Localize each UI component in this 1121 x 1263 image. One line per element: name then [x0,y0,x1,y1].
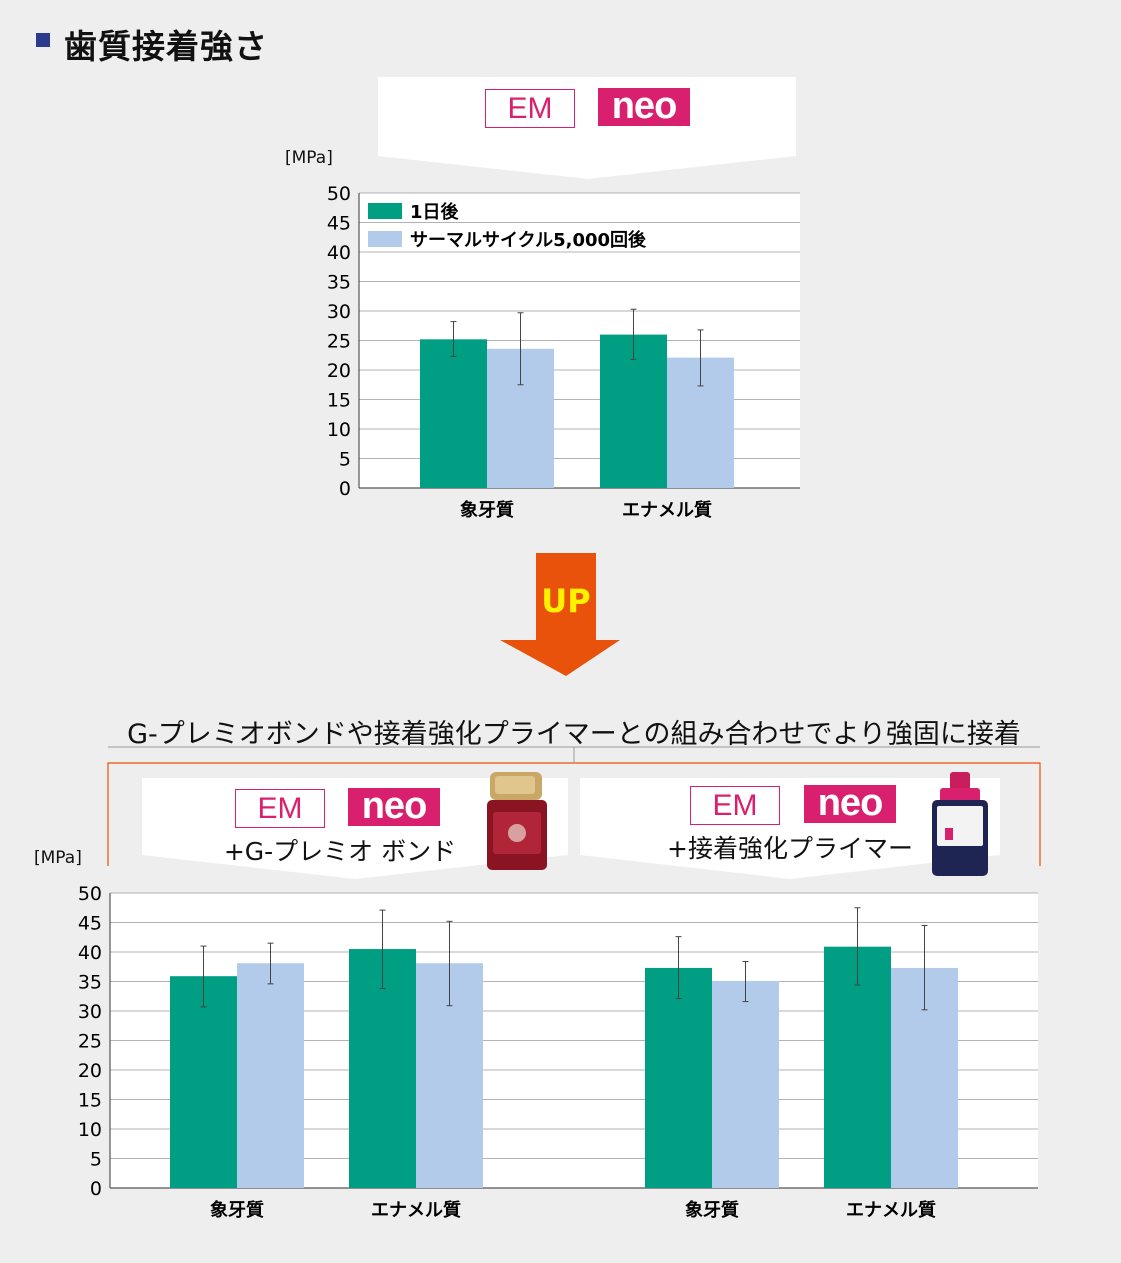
x-category-label: 象牙質 [210,1199,264,1221]
y-tick-label: 35 [327,272,351,294]
bar [170,976,237,1188]
y-tick-label: 20 [327,360,351,382]
neo-logo-left: neo [348,787,440,826]
y-tick-label: 30 [327,301,351,323]
bar [645,967,712,1188]
y-tick-label: 40 [78,942,102,964]
combo-title: G-プレミオボンドや接着強化プライマーとの組み合わせでより強固に接着 [127,719,1021,750]
y-tick-label: 25 [78,1031,102,1053]
y-tick-label: 10 [78,1119,102,1141]
bar [237,963,304,1188]
legend-label: サーマルサイクル5,000回後 [410,229,647,251]
x-category-label: エナメル質 [846,1199,936,1221]
y-tick-label: 10 [327,419,351,441]
y-tick-label: 15 [327,390,351,412]
x-category-label: 象牙質 [460,499,514,521]
em-label-right: EM [690,786,780,825]
page-title: 歯質接着強さ [64,27,268,66]
premio-bond-bottle-icon [487,772,547,870]
legend-label: 1日後 [410,201,460,223]
neo-logo-top: neo [598,87,690,126]
y-tick-label: 45 [327,213,351,235]
neo-logo-right: neo [804,784,896,823]
y-tick-label: 30 [78,1001,102,1023]
top-unit-label: [MPa] [285,148,333,168]
left-panel-subtitle: +G-プレミオ ボンド [223,837,457,866]
heading-bullet [36,33,50,47]
bar [712,980,779,1188]
legend-swatch [368,231,402,247]
bar [824,946,891,1188]
y-tick-label: 15 [78,1090,102,1112]
up-arrow-label: UP [541,582,591,620]
right-panel-subtitle: +接着強化プライマー [667,834,913,863]
y-tick-label: 5 [90,1149,102,1171]
bottom-unit-label: [MPa] [34,848,82,868]
em-label-top: EM [485,89,575,128]
y-tick-label: 50 [327,183,351,205]
x-category-label: 象牙質 [685,1199,739,1221]
y-tick-label: 35 [78,972,102,994]
y-tick-label: 25 [327,331,351,353]
bar [420,339,487,488]
up-arrow-shape [500,553,620,676]
x-category-label: エナメル質 [371,1199,461,1221]
em-label-left: EM [235,789,325,828]
bar [600,334,667,488]
legend-swatch [368,203,402,219]
y-tick-label: 40 [327,242,351,264]
primer-bottle-icon [932,772,988,876]
top-banner [378,77,796,179]
x-category-label: エナメル質 [622,499,712,521]
y-tick-label: 0 [90,1178,102,1200]
y-tick-label: 45 [78,913,102,935]
y-tick-label: 5 [339,449,351,471]
y-tick-label: 50 [78,883,102,905]
y-tick-label: 0 [339,478,351,500]
y-tick-label: 20 [78,1060,102,1082]
